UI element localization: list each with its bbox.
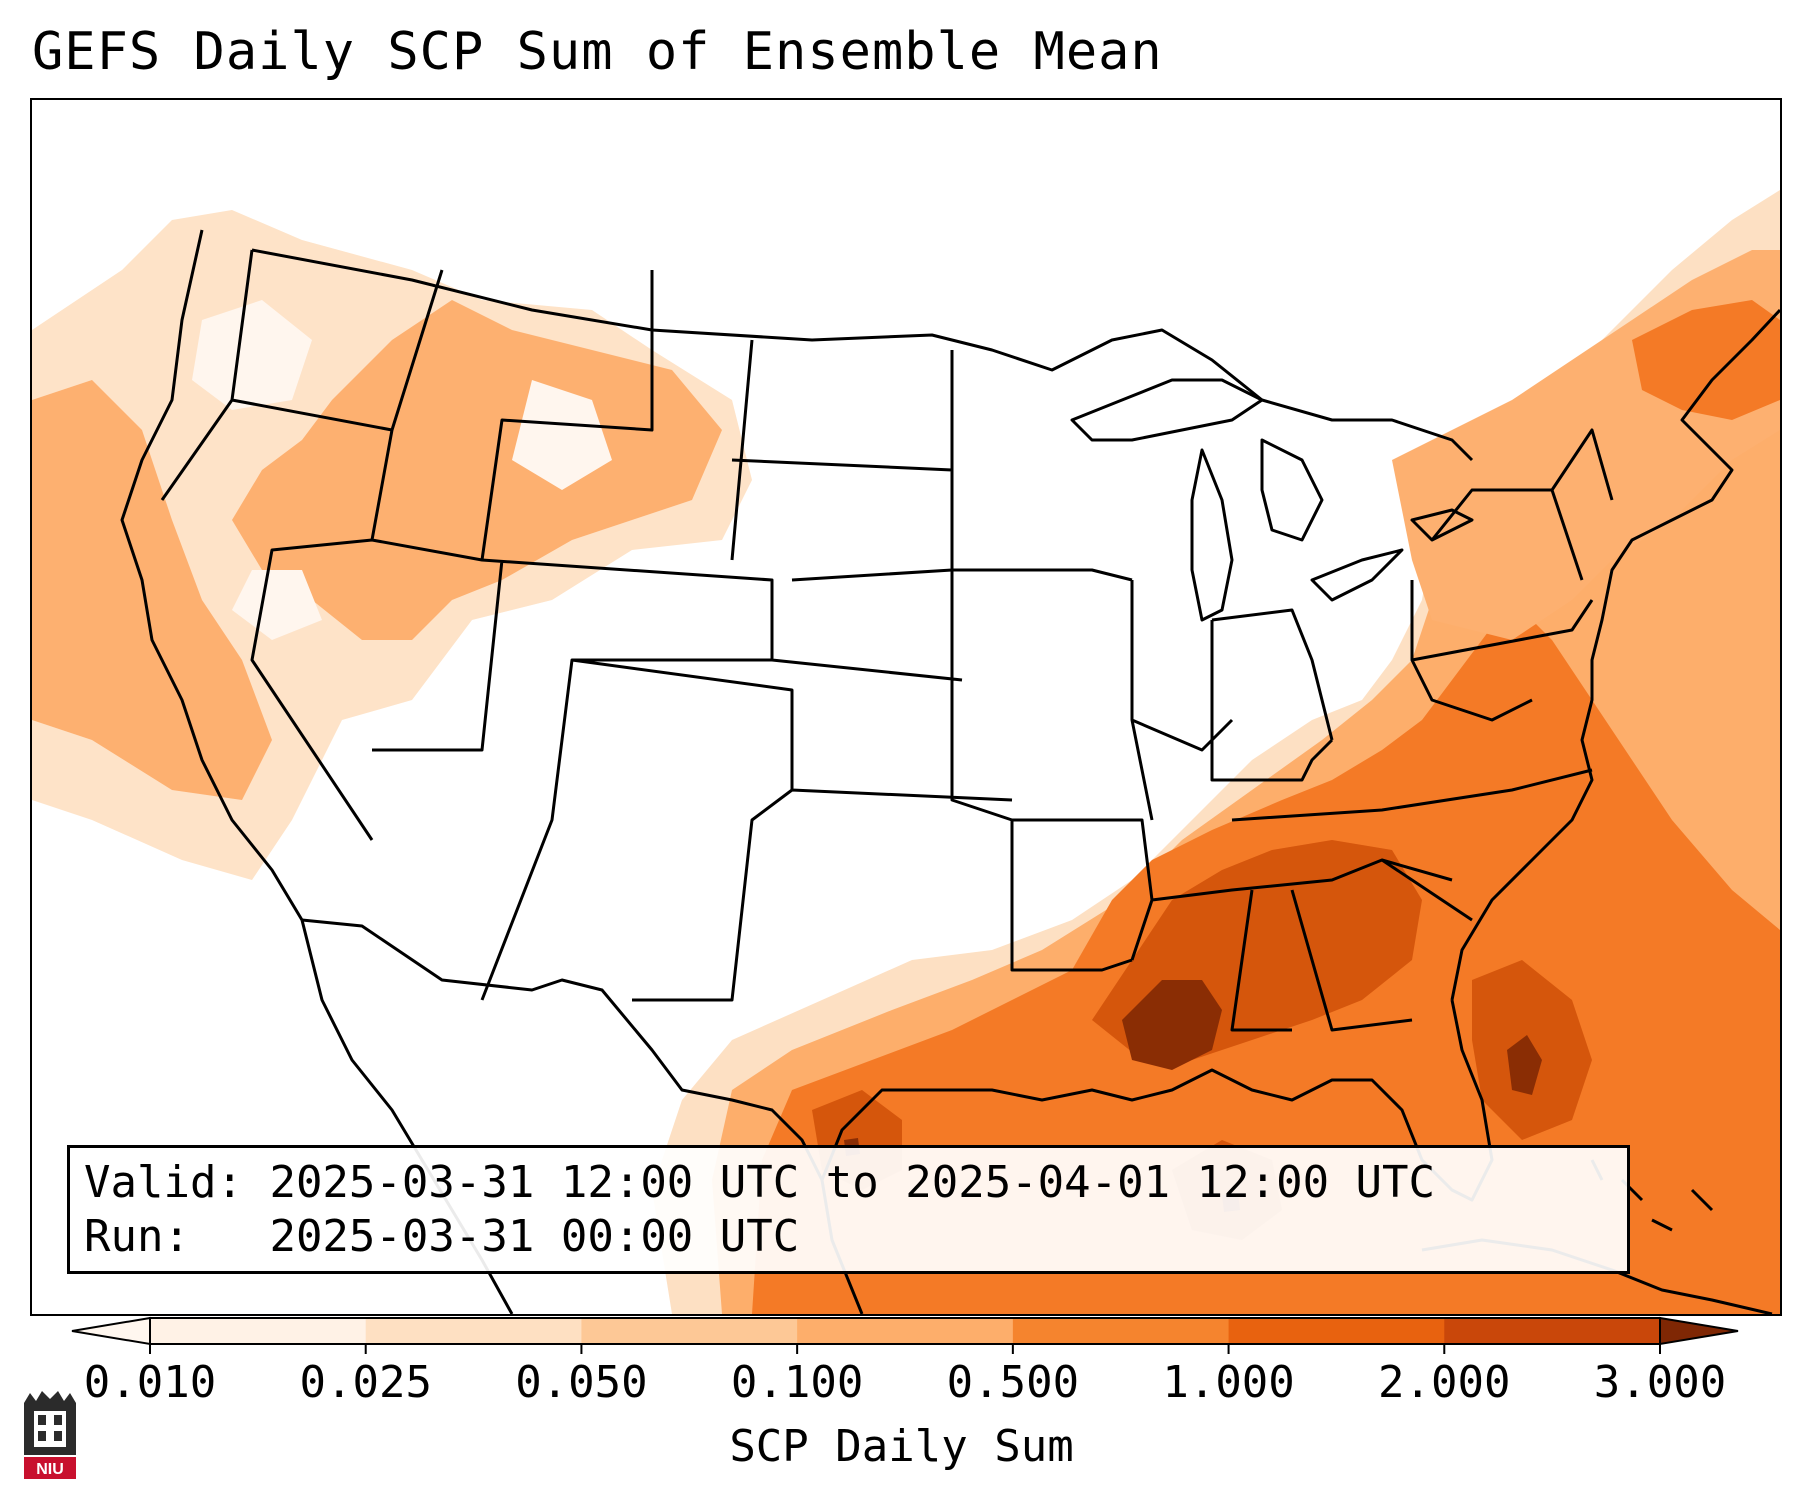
valid-value: 2025-03-31 12:00 UTC to 2025-04-01 12:00…	[269, 1157, 1436, 1208]
northeast-field-orange	[1632, 300, 1780, 420]
mississippi-field-max	[1122, 980, 1222, 1070]
run-label: Run:	[84, 1211, 190, 1262]
atlantic-field-max	[1507, 1035, 1542, 1095]
colorbar-tick-label: 0.010	[83, 1357, 217, 1408]
valid-run-box: Valid: 2025-03-31 12:00 UTC to 2025-04-0…	[67, 1145, 1630, 1274]
chart-title: GEFS Daily SCP Sum of Ensemble Mean	[32, 22, 1163, 82]
colorbar-tick-label: 0.050	[515, 1357, 648, 1408]
colorbar-segment	[581, 1318, 798, 1344]
scp-map	[32, 190, 1780, 1314]
colorbar-segment	[1012, 1318, 1230, 1344]
lake-erie	[1310, 548, 1404, 602]
lake-ontario	[1410, 508, 1474, 542]
colorbar-border	[149, 1317, 1661, 1345]
colorbar-extend-high	[1659, 1316, 1739, 1346]
niu-logo-text: NIU	[36, 1461, 64, 1478]
colorbar-tick-label: 0.100	[730, 1357, 864, 1408]
colorbar-extend-low	[71, 1316, 151, 1346]
mexico-border	[301, 918, 824, 1181]
colorbar-segment	[1444, 1318, 1661, 1344]
lake-superior	[1070, 378, 1264, 442]
west-field-medium	[32, 380, 272, 800]
colorbar-tick-label: 0.500	[946, 1357, 1080, 1408]
colorbar-segments	[71, 1316, 1739, 1354]
colorbar	[71, 1316, 1739, 1354]
colorbar-segment	[1228, 1318, 1445, 1344]
colorbar-tick-label: 3.000	[1593, 1357, 1727, 1408]
run-value: 2025-03-31 00:00 UTC	[269, 1211, 800, 1262]
colorbar-tick-label: 2.000	[1378, 1357, 1511, 1408]
colorbar-segment	[365, 1318, 582, 1344]
state-lines	[160, 249, 1614, 1032]
colorbar-segment	[150, 1318, 367, 1344]
colorbar-label: SCP Daily Sum	[729, 1421, 1074, 1472]
valid-label: Valid:	[84, 1157, 243, 1208]
map-panel	[30, 98, 1782, 1316]
west-coast	[120, 229, 304, 921]
lake-michigan	[1190, 448, 1234, 622]
canada-border	[251, 248, 1474, 462]
colorbar-segment	[797, 1318, 1014, 1344]
colorbar-tick-label: 0.025	[299, 1357, 432, 1408]
atlantic-coast	[1450, 308, 1780, 1001]
niu-logo: NIU	[24, 1391, 76, 1479]
colorbar-tick-label: 1.000	[1162, 1357, 1295, 1408]
west-field-white-gaps	[192, 300, 612, 640]
idaho-field-medium	[232, 300, 722, 640]
lake-huron	[1260, 438, 1324, 542]
